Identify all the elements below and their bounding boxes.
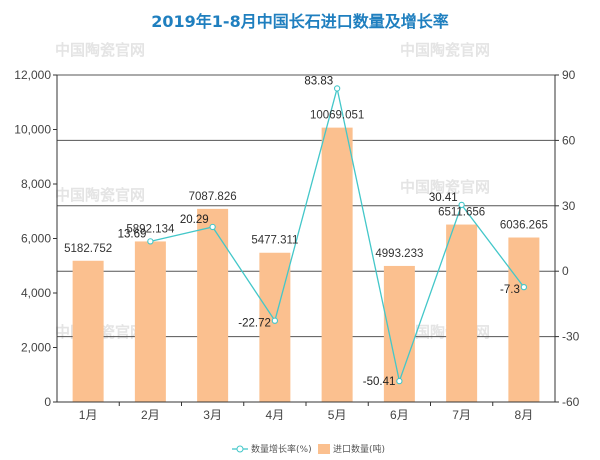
left-tick-label: 2,000 [21, 341, 51, 355]
growth-rate-point [396, 377, 403, 385]
left-tick-label: 10,000 [14, 123, 51, 137]
line-value-label: -7.3 [500, 284, 520, 296]
legend: 数量增长率(%) 进口数量(吨) [232, 443, 385, 455]
legend-line-marker [236, 445, 244, 453]
legend-line-label: 数量增长率(%) [251, 443, 312, 455]
x-tick-label: 3月 [203, 408, 222, 422]
axes: 0 2,000 4,000 6,000 8,000 10,000 12,000 -60 -30 0… [14, 68, 579, 422]
growth-rate-point [458, 201, 465, 209]
left-tick-label: 8,000 [21, 177, 51, 191]
bar-value-label: 7087.826 [189, 191, 237, 203]
growth-rate-point [520, 283, 528, 291]
right-tick-label: 90 [562, 68, 576, 82]
x-tick-label: 2月 [141, 408, 160, 422]
right-tick-label: 60 [562, 133, 576, 147]
line-value-label: 30.41 [429, 192, 458, 204]
bar-value-label: 5477.311 [251, 235, 298, 247]
bar-value-label: 6036.265 [500, 220, 548, 232]
bar-value-label: 4993.233 [375, 248, 423, 260]
bar-7 [446, 224, 478, 402]
growth-rate-point [333, 85, 341, 92]
right-tick-label: -30 [562, 330, 580, 344]
bar-value-label: 5182.752 [64, 243, 112, 255]
right-tick-label: 30 [562, 199, 576, 213]
legend-bar-label: 进口数量(吨) [333, 443, 385, 455]
x-tick-label: 6月 [390, 408, 409, 422]
x-tick-label: 4月 [266, 408, 285, 422]
left-tick-label: 4,000 [21, 286, 51, 300]
bar-value-label: 10069.051 [310, 110, 364, 122]
growth-rate-point [147, 238, 154, 245]
line-value-label: 83.83 [304, 75, 333, 87]
left-tick-label: 0 [44, 395, 51, 409]
bar-8 [508, 237, 540, 402]
x-tick-label: 8月 [515, 408, 534, 422]
right-tick-label: -60 [562, 395, 580, 409]
legend-bar-swatch [318, 444, 330, 454]
watermark-text: 中国陶瓷官网 [55, 186, 145, 204]
bar-value-label: 6511.656 [438, 207, 485, 219]
bar-3 [197, 208, 229, 402]
bar-5 [321, 127, 353, 403]
x-tick-label: 7月 [452, 408, 471, 422]
left-tick-label: 12,000 [14, 68, 51, 82]
line-value-label: 20.29 [180, 214, 209, 226]
right-tick-label: 0 [562, 264, 569, 278]
growth-rate-point [209, 223, 216, 231]
bar-1 [72, 260, 104, 402]
chart-title: 2019年1-8月中国长石进口数量及增长率 [151, 12, 448, 31]
line-value-label: 13.69 [118, 228, 147, 240]
data-labels: 5182.752 5892.134 7087.826 5477.311 10069.05… [64, 75, 548, 388]
growth-rate-point [271, 317, 279, 324]
bar-4 [259, 252, 291, 402]
watermark-text: 中国陶瓷官网 [400, 41, 490, 59]
x-tick-label: 1月 [79, 408, 98, 422]
left-tick-label: 6,000 [21, 232, 51, 246]
watermark-text: 中国陶瓷官网 [400, 178, 490, 196]
line-value-label: -50.41 [363, 376, 396, 388]
bar-series [72, 127, 540, 403]
watermark-text: 中国陶瓷官网 [55, 41, 145, 59]
line-series [147, 85, 528, 385]
bar-2 [134, 241, 166, 402]
x-tick-label: 5月 [328, 408, 347, 422]
bar-value-label: 5892.134 [126, 223, 175, 235]
line-value-label: -22.72 [238, 318, 271, 330]
